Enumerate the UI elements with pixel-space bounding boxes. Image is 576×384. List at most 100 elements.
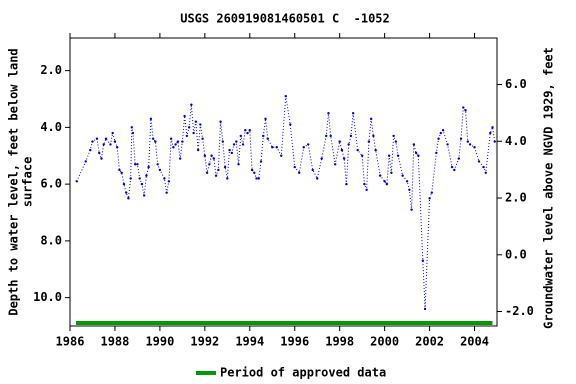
data-point bbox=[412, 143, 416, 146]
y2-axis-label: Groundwater level above NGVD 1929, feet bbox=[542, 47, 556, 329]
plot-frame bbox=[69, 37, 498, 327]
data-point bbox=[98, 151, 101, 155]
data-point bbox=[185, 134, 189, 138]
data-point bbox=[131, 131, 135, 135]
data-point bbox=[271, 146, 274, 149]
data-point bbox=[259, 160, 263, 163]
data-point bbox=[378, 174, 382, 177]
data-point bbox=[367, 140, 371, 143]
legend-label: Period of approved data bbox=[220, 366, 386, 380]
data-point bbox=[145, 174, 148, 177]
data-point bbox=[439, 131, 443, 135]
data-point bbox=[104, 137, 108, 140]
data-point bbox=[89, 148, 92, 152]
data-point bbox=[217, 168, 220, 172]
data-point bbox=[446, 143, 449, 146]
data-point bbox=[122, 182, 126, 186]
data-point bbox=[199, 123, 202, 126]
data-point bbox=[221, 140, 225, 143]
chart-title: USGS 260919081460501 C -1052 bbox=[180, 12, 390, 26]
data-point bbox=[190, 103, 193, 106]
data-point bbox=[118, 168, 121, 172]
data-point bbox=[194, 120, 198, 123]
y2-tick-label: 0.0 bbox=[505, 247, 527, 261]
data-point bbox=[255, 177, 258, 180]
y-axis-label: Depth to water level, feet below land bbox=[7, 48, 21, 315]
data-point bbox=[401, 174, 404, 177]
data-point bbox=[464, 109, 467, 112]
data-point bbox=[201, 137, 204, 140]
data-point bbox=[363, 182, 366, 186]
data-point bbox=[284, 94, 287, 98]
data-point bbox=[374, 148, 377, 152]
data-point bbox=[275, 146, 278, 149]
y2-tick-label: -2.0 bbox=[505, 304, 534, 318]
data-point bbox=[383, 180, 386, 183]
data-point bbox=[428, 197, 431, 200]
data-point bbox=[468, 143, 472, 146]
data-point bbox=[113, 140, 117, 143]
data-point bbox=[169, 137, 173, 140]
data-line bbox=[76, 96, 496, 309]
data-point bbox=[390, 171, 393, 174]
data-point bbox=[140, 182, 144, 186]
y-tick-label: 8.0 bbox=[40, 233, 62, 247]
data-point bbox=[127, 197, 130, 200]
data-point bbox=[246, 131, 249, 135]
data-point bbox=[136, 163, 139, 166]
data-point bbox=[226, 177, 229, 180]
data-point bbox=[441, 129, 445, 132]
data-point bbox=[167, 180, 171, 183]
x-tick-label: 1994 bbox=[235, 335, 264, 349]
data-point bbox=[430, 191, 434, 194]
x-tick-label: 1990 bbox=[145, 335, 174, 349]
data-point bbox=[219, 120, 222, 123]
data-point bbox=[239, 134, 242, 138]
data-point bbox=[356, 148, 359, 152]
x-tick-label: 1998 bbox=[325, 335, 354, 349]
data-point bbox=[293, 165, 296, 169]
data-point bbox=[345, 182, 348, 186]
data-point bbox=[365, 188, 368, 192]
data-point bbox=[257, 177, 260, 180]
data-point bbox=[102, 143, 105, 146]
data-point bbox=[138, 177, 141, 180]
data-point bbox=[262, 134, 265, 138]
data-point bbox=[214, 174, 218, 177]
data-point bbox=[491, 126, 494, 129]
x-tick-label: 1996 bbox=[280, 335, 309, 349]
data-point bbox=[187, 126, 191, 129]
data-point bbox=[372, 134, 375, 138]
data-point bbox=[408, 188, 411, 192]
data-point bbox=[482, 165, 485, 169]
data-point bbox=[466, 140, 469, 143]
data-point bbox=[423, 307, 427, 311]
data-point bbox=[450, 165, 454, 169]
data-point bbox=[205, 171, 209, 174]
data-point bbox=[473, 146, 476, 149]
y2-tick-label: 4.0 bbox=[505, 134, 527, 148]
data-point bbox=[111, 131, 114, 135]
data-point bbox=[172, 146, 175, 149]
data-point bbox=[289, 123, 292, 126]
data-point bbox=[338, 140, 341, 143]
data-point bbox=[360, 154, 364, 157]
data-point bbox=[203, 154, 207, 157]
data-point bbox=[154, 140, 157, 143]
data-point bbox=[100, 157, 103, 160]
y-tick-label: 2.0 bbox=[40, 63, 62, 77]
data-point bbox=[192, 131, 195, 135]
data-point bbox=[417, 154, 420, 157]
data-point bbox=[151, 137, 155, 140]
data-point bbox=[351, 111, 355, 115]
data-point bbox=[333, 163, 337, 166]
data-point bbox=[163, 177, 166, 180]
data-point bbox=[248, 129, 251, 132]
data-point bbox=[477, 160, 481, 163]
data-point bbox=[385, 182, 389, 186]
data-point bbox=[124, 191, 128, 194]
data-point bbox=[183, 114, 186, 118]
x-tick-label: 2002 bbox=[415, 335, 444, 349]
data-point bbox=[410, 208, 413, 211]
